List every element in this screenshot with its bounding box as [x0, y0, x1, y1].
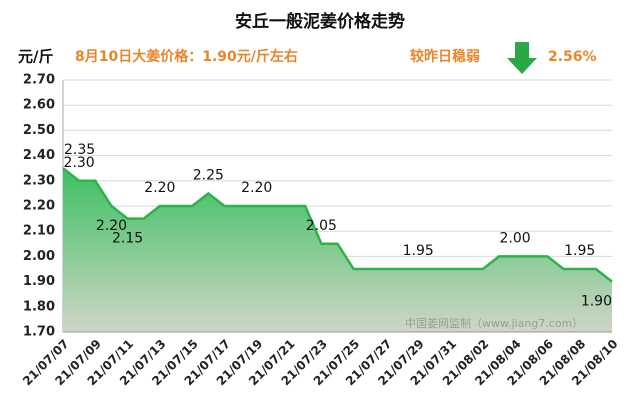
change-value: 2.56% [548, 49, 597, 65]
data-label: 1.95 [403, 243, 434, 259]
y-tick-label: 1.80 [23, 299, 55, 314]
data-label: 2.15 [112, 231, 143, 247]
plot: 1.70 1.80 1.90 2.00 2.10 2.20 2.30 2.40 2.50 2.60… [20, 73, 621, 389]
area-fill [63, 168, 612, 332]
data-label: 2.05 [306, 218, 337, 234]
data-label: 1.95 [564, 243, 595, 259]
watermark: 中国姜网监制（www.jiang7.com） [405, 316, 583, 330]
data-label: 1.90 [581, 294, 612, 310]
data-label: 2.25 [193, 167, 224, 183]
subtitle: 8月10日大姜价格：1.90元/斤左右 [75, 48, 298, 65]
data-label: 2.20 [96, 218, 127, 234]
y-tick-label: 2.40 [23, 148, 55, 163]
change-text: 较昨日稳弱 [410, 48, 480, 65]
y-tick-label: 2.00 [23, 249, 55, 264]
data-label: 2.00 [500, 230, 531, 246]
y-tick-label: 2.60 [23, 98, 55, 113]
y-tick-label: 1.90 [23, 274, 55, 289]
y-tick-label: 2.20 [23, 199, 55, 214]
y-tick-label: 2.70 [23, 73, 55, 88]
data-label: 2.35 [64, 142, 95, 158]
chart-title: 安丘一般泥姜价格走势 [235, 11, 405, 32]
y-tick-label: 1.70 [23, 325, 55, 340]
y-tick-label: 2.30 [23, 173, 55, 188]
y-tick-label: 2.10 [23, 224, 55, 239]
y-unit: 元/斤 [18, 48, 53, 66]
data-label: 2.20 [144, 180, 175, 196]
line [62, 167, 613, 283]
data-label: 2.30 [64, 155, 95, 171]
data-label: 2.20 [241, 180, 272, 196]
down-arrow [507, 42, 537, 74]
y-tick-label: 2.50 [23, 123, 55, 138]
